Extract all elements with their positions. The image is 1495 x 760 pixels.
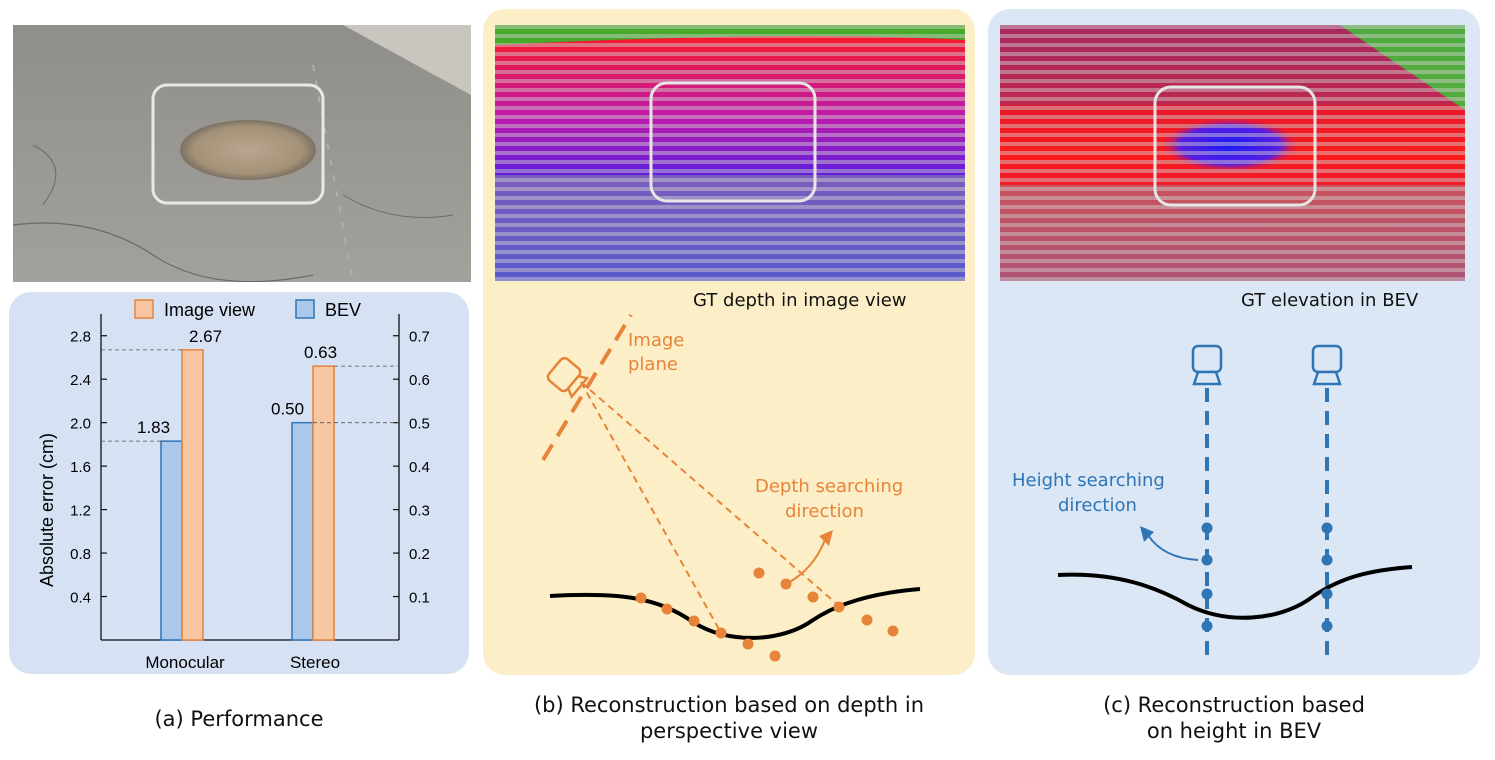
legend-swatch-bev <box>295 299 315 319</box>
gt-elevation-caption: GT elevation in BEV <box>1241 290 1419 311</box>
panel-a-background <box>9 292 469 674</box>
terrain-curve <box>1057 565 1413 620</box>
depth-search-label-line1: Depth searching <box>755 476 903 497</box>
bar-group <box>160 349 335 641</box>
height-search-label-line1: Height searching <box>1012 470 1165 491</box>
legend-label-image-view: Image view <box>164 300 256 320</box>
bar-value-label: 2.67 <box>189 327 222 346</box>
bar-value-label: 1.83 <box>137 418 170 437</box>
legend-label-bev: BEV <box>325 300 361 320</box>
y-axis-label: Absolute error (cm) <box>37 433 57 587</box>
caption-panel-b: (b) Reconstruction based on depth in per… <box>483 692 975 744</box>
gt-elevation-image <box>1000 25 1465 281</box>
left-tick-label: 2.4 <box>70 372 91 389</box>
gt-depth-caption: GT depth in image view <box>693 290 907 311</box>
left-tick-label: 2.0 <box>70 416 91 433</box>
performance-bar-chart: 0.4 0.8 1.2 1.6 2.0 2.4 2.8 0.1 0.2 0.3 0.4 0.5 0.6… <box>37 299 430 672</box>
caption-panel-a: (a) Performance <box>154 707 324 731</box>
bar-label-group: 1.83 2.67 0.50 0.63 <box>137 327 337 437</box>
gt-depth-image <box>495 25 965 281</box>
left-tick-label: 1.2 <box>70 503 91 520</box>
camera-icon <box>1191 344 1223 386</box>
legend-swatch-image-view <box>134 299 154 319</box>
depth-search-label-line2: direction <box>785 501 864 522</box>
image-plane-line <box>541 313 633 462</box>
height-reconstruction-diagram: Height searching direction <box>1012 344 1413 660</box>
left-tick-label: 2.8 <box>70 329 91 346</box>
camera-icon <box>1311 344 1343 386</box>
caption-c-line1: (c) Reconstruction based <box>1103 693 1365 717</box>
camera-icon <box>546 356 590 399</box>
caption-b-line1: (b) Reconstruction based on depth in <box>533 693 925 717</box>
bar-stereo-image-view <box>312 365 335 641</box>
image-plane-label-line1: Image <box>628 330 684 351</box>
caption-c-line2: on height in BEV <box>1146 719 1322 743</box>
right-tick-group: 0.1 0.2 0.3 0.4 0.5 0.6 0.7 <box>393 329 430 607</box>
bar-monocular-image-view <box>181 349 204 641</box>
right-tick-label: 0.5 <box>409 416 430 433</box>
right-tick-label: 0.4 <box>409 459 430 476</box>
left-tick-label: 1.6 <box>70 459 91 476</box>
pothole-road-photo <box>13 25 471 282</box>
depth-reconstruction-diagram: Image plane Depth searching direction <box>541 313 921 662</box>
right-tick-label: 0.7 <box>409 329 430 346</box>
arrow-head-icon <box>819 530 833 546</box>
left-tick-group: 0.4 0.8 1.2 1.6 2.0 2.4 2.8 <box>70 329 107 607</box>
caption-panel-c: (c) Reconstruction based on height in BE… <box>988 692 1480 744</box>
search-direction-arrow <box>1147 534 1199 561</box>
bar-monocular-bev <box>160 440 183 641</box>
category-label-stereo: Stereo <box>290 653 340 672</box>
ray-line <box>580 381 839 606</box>
bar-stereo-bev <box>291 421 314 641</box>
guide-lines <box>101 349 399 442</box>
right-tick-label: 0.1 <box>409 590 430 607</box>
category-label-monocular: Monocular <box>145 653 225 672</box>
height-search-label-line2: direction <box>1058 495 1137 516</box>
bar-value-label: 0.63 <box>304 343 337 362</box>
bar-value-label: 0.50 <box>271 400 304 419</box>
caption-b-line2: perspective view <box>639 719 819 743</box>
image-plane-label-line2: plane <box>628 354 678 375</box>
left-tick-label: 0.4 <box>70 590 91 607</box>
search-direction-arrow <box>785 539 826 585</box>
left-tick-label: 0.8 <box>70 546 91 563</box>
terrain-curve <box>549 587 921 640</box>
height-sample-points <box>1201 522 1333 632</box>
depth-sample-points <box>635 567 899 662</box>
right-tick-label: 0.6 <box>409 372 430 389</box>
right-tick-label: 0.2 <box>409 546 430 563</box>
right-tick-label: 0.3 <box>409 503 430 520</box>
arrow-head-icon <box>1140 526 1154 542</box>
